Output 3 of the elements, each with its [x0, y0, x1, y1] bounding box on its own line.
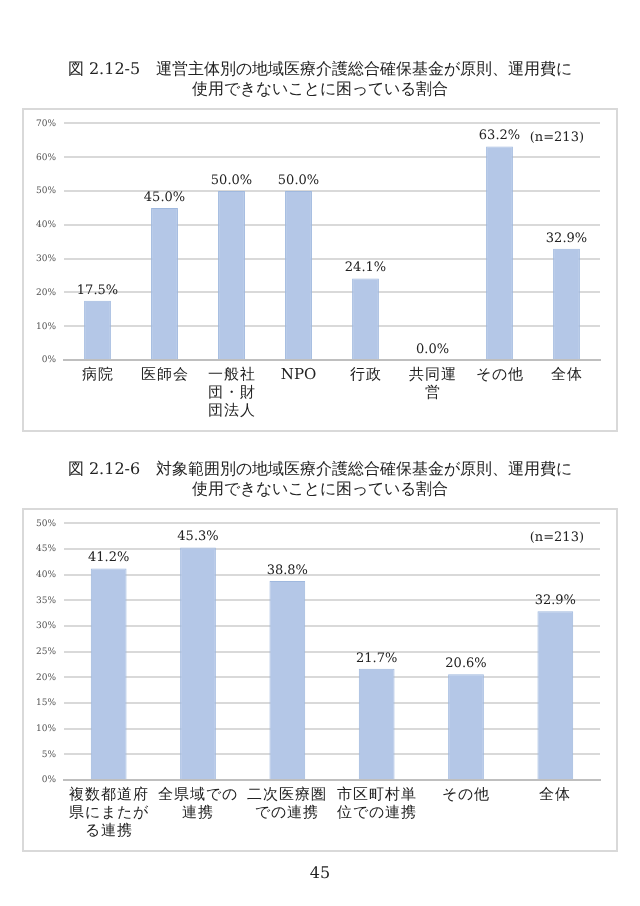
- chart-title: 図 2.12-5 運営主体別の地域医療介護総合確保基金が原則、運用費に使用できないことに困っている割合: [65, 60, 575, 100]
- text: 45: [307, 864, 333, 882]
- chart-title: 図 2.12-6 対象範囲別の地域医療介護総合確保基金が原則、運用費に使用できないことに困っている割合: [65, 460, 575, 500]
